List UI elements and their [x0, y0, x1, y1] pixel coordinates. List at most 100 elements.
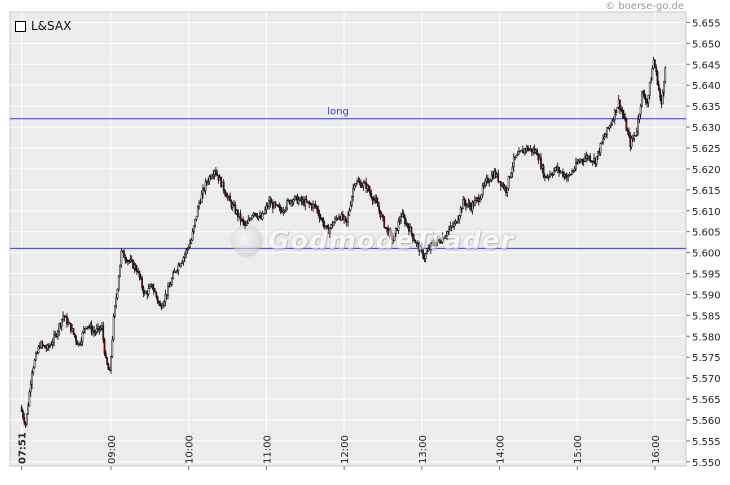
candle	[200, 193, 203, 203]
candle	[251, 215, 254, 220]
candle	[430, 243, 432, 250]
candle	[343, 216, 345, 220]
candle	[357, 180, 360, 183]
candle	[480, 194, 483, 200]
x-tick-label: 10:00	[185, 435, 196, 464]
candle	[229, 195, 232, 202]
candle	[512, 156, 515, 168]
candle	[479, 198, 481, 203]
candle	[490, 174, 493, 181]
candle	[626, 130, 629, 133]
candle	[284, 207, 287, 211]
candle	[643, 93, 646, 99]
y-tick-label: 5.565	[692, 395, 721, 406]
candle	[610, 124, 612, 127]
candle	[533, 149, 536, 153]
candle	[314, 204, 317, 207]
candle	[123, 250, 125, 258]
candle	[634, 134, 637, 137]
candle	[576, 162, 579, 164]
x-tick-label: 14:00	[496, 435, 507, 464]
candle	[594, 158, 597, 165]
candle	[143, 292, 146, 294]
candle	[155, 291, 158, 298]
candle	[652, 59, 655, 69]
candle	[358, 181, 361, 184]
x-tick-label: 16:00	[651, 435, 662, 464]
candle	[396, 228, 399, 231]
candle	[521, 149, 524, 154]
candle	[621, 109, 624, 115]
candle	[455, 221, 458, 224]
candle	[266, 205, 269, 208]
candle	[288, 200, 291, 205]
candle	[28, 391, 31, 407]
candle	[437, 238, 440, 241]
candle	[617, 99, 620, 108]
candle	[568, 174, 571, 176]
candle	[215, 170, 217, 174]
candle	[79, 343, 81, 345]
y-tick-label: 5.635	[692, 102, 721, 113]
candle	[487, 177, 489, 183]
candle	[470, 205, 472, 211]
candle	[410, 226, 413, 234]
candle	[607, 127, 610, 129]
candle	[351, 196, 353, 206]
candle	[422, 249, 424, 258]
candle	[630, 138, 633, 147]
candle	[246, 223, 248, 226]
candle	[520, 149, 523, 152]
candle	[313, 203, 316, 206]
candle	[431, 241, 434, 244]
candle	[66, 316, 68, 325]
candle	[633, 135, 636, 139]
candle	[305, 199, 308, 203]
candle	[608, 125, 611, 129]
candle	[459, 207, 462, 217]
candle	[287, 200, 290, 202]
candle	[468, 202, 471, 207]
candle	[163, 301, 165, 306]
candle	[57, 331, 59, 337]
candle	[286, 200, 288, 209]
candle	[80, 341, 83, 345]
candle	[203, 188, 206, 191]
candle	[541, 165, 544, 169]
x-tick-label: 07:51	[18, 432, 29, 464]
x-tick-label: 12:00	[340, 435, 351, 464]
candle	[150, 284, 153, 287]
candle	[519, 150, 522, 153]
candle	[176, 270, 178, 272]
candle	[221, 181, 224, 187]
candle	[452, 226, 454, 228]
candle	[427, 248, 430, 252]
candle	[220, 177, 222, 187]
candle	[231, 204, 234, 208]
candle	[406, 222, 409, 227]
candle	[392, 239, 395, 242]
candle	[489, 179, 492, 182]
candle	[37, 346, 40, 353]
candle	[401, 213, 404, 217]
candle	[156, 296, 159, 302]
candle	[323, 225, 326, 228]
candle	[558, 167, 560, 173]
candle	[319, 217, 322, 220]
candle	[209, 176, 212, 179]
candle	[511, 166, 514, 174]
candle	[586, 155, 589, 159]
candle	[269, 200, 272, 205]
candle	[326, 225, 329, 229]
candle	[611, 120, 614, 125]
candle	[550, 173, 553, 176]
candle	[411, 233, 414, 240]
candle	[101, 325, 103, 329]
candle	[186, 248, 189, 251]
candle	[642, 91, 645, 94]
candle	[501, 183, 503, 187]
candle	[116, 288, 119, 299]
candle	[88, 326, 90, 328]
candle	[509, 176, 511, 178]
